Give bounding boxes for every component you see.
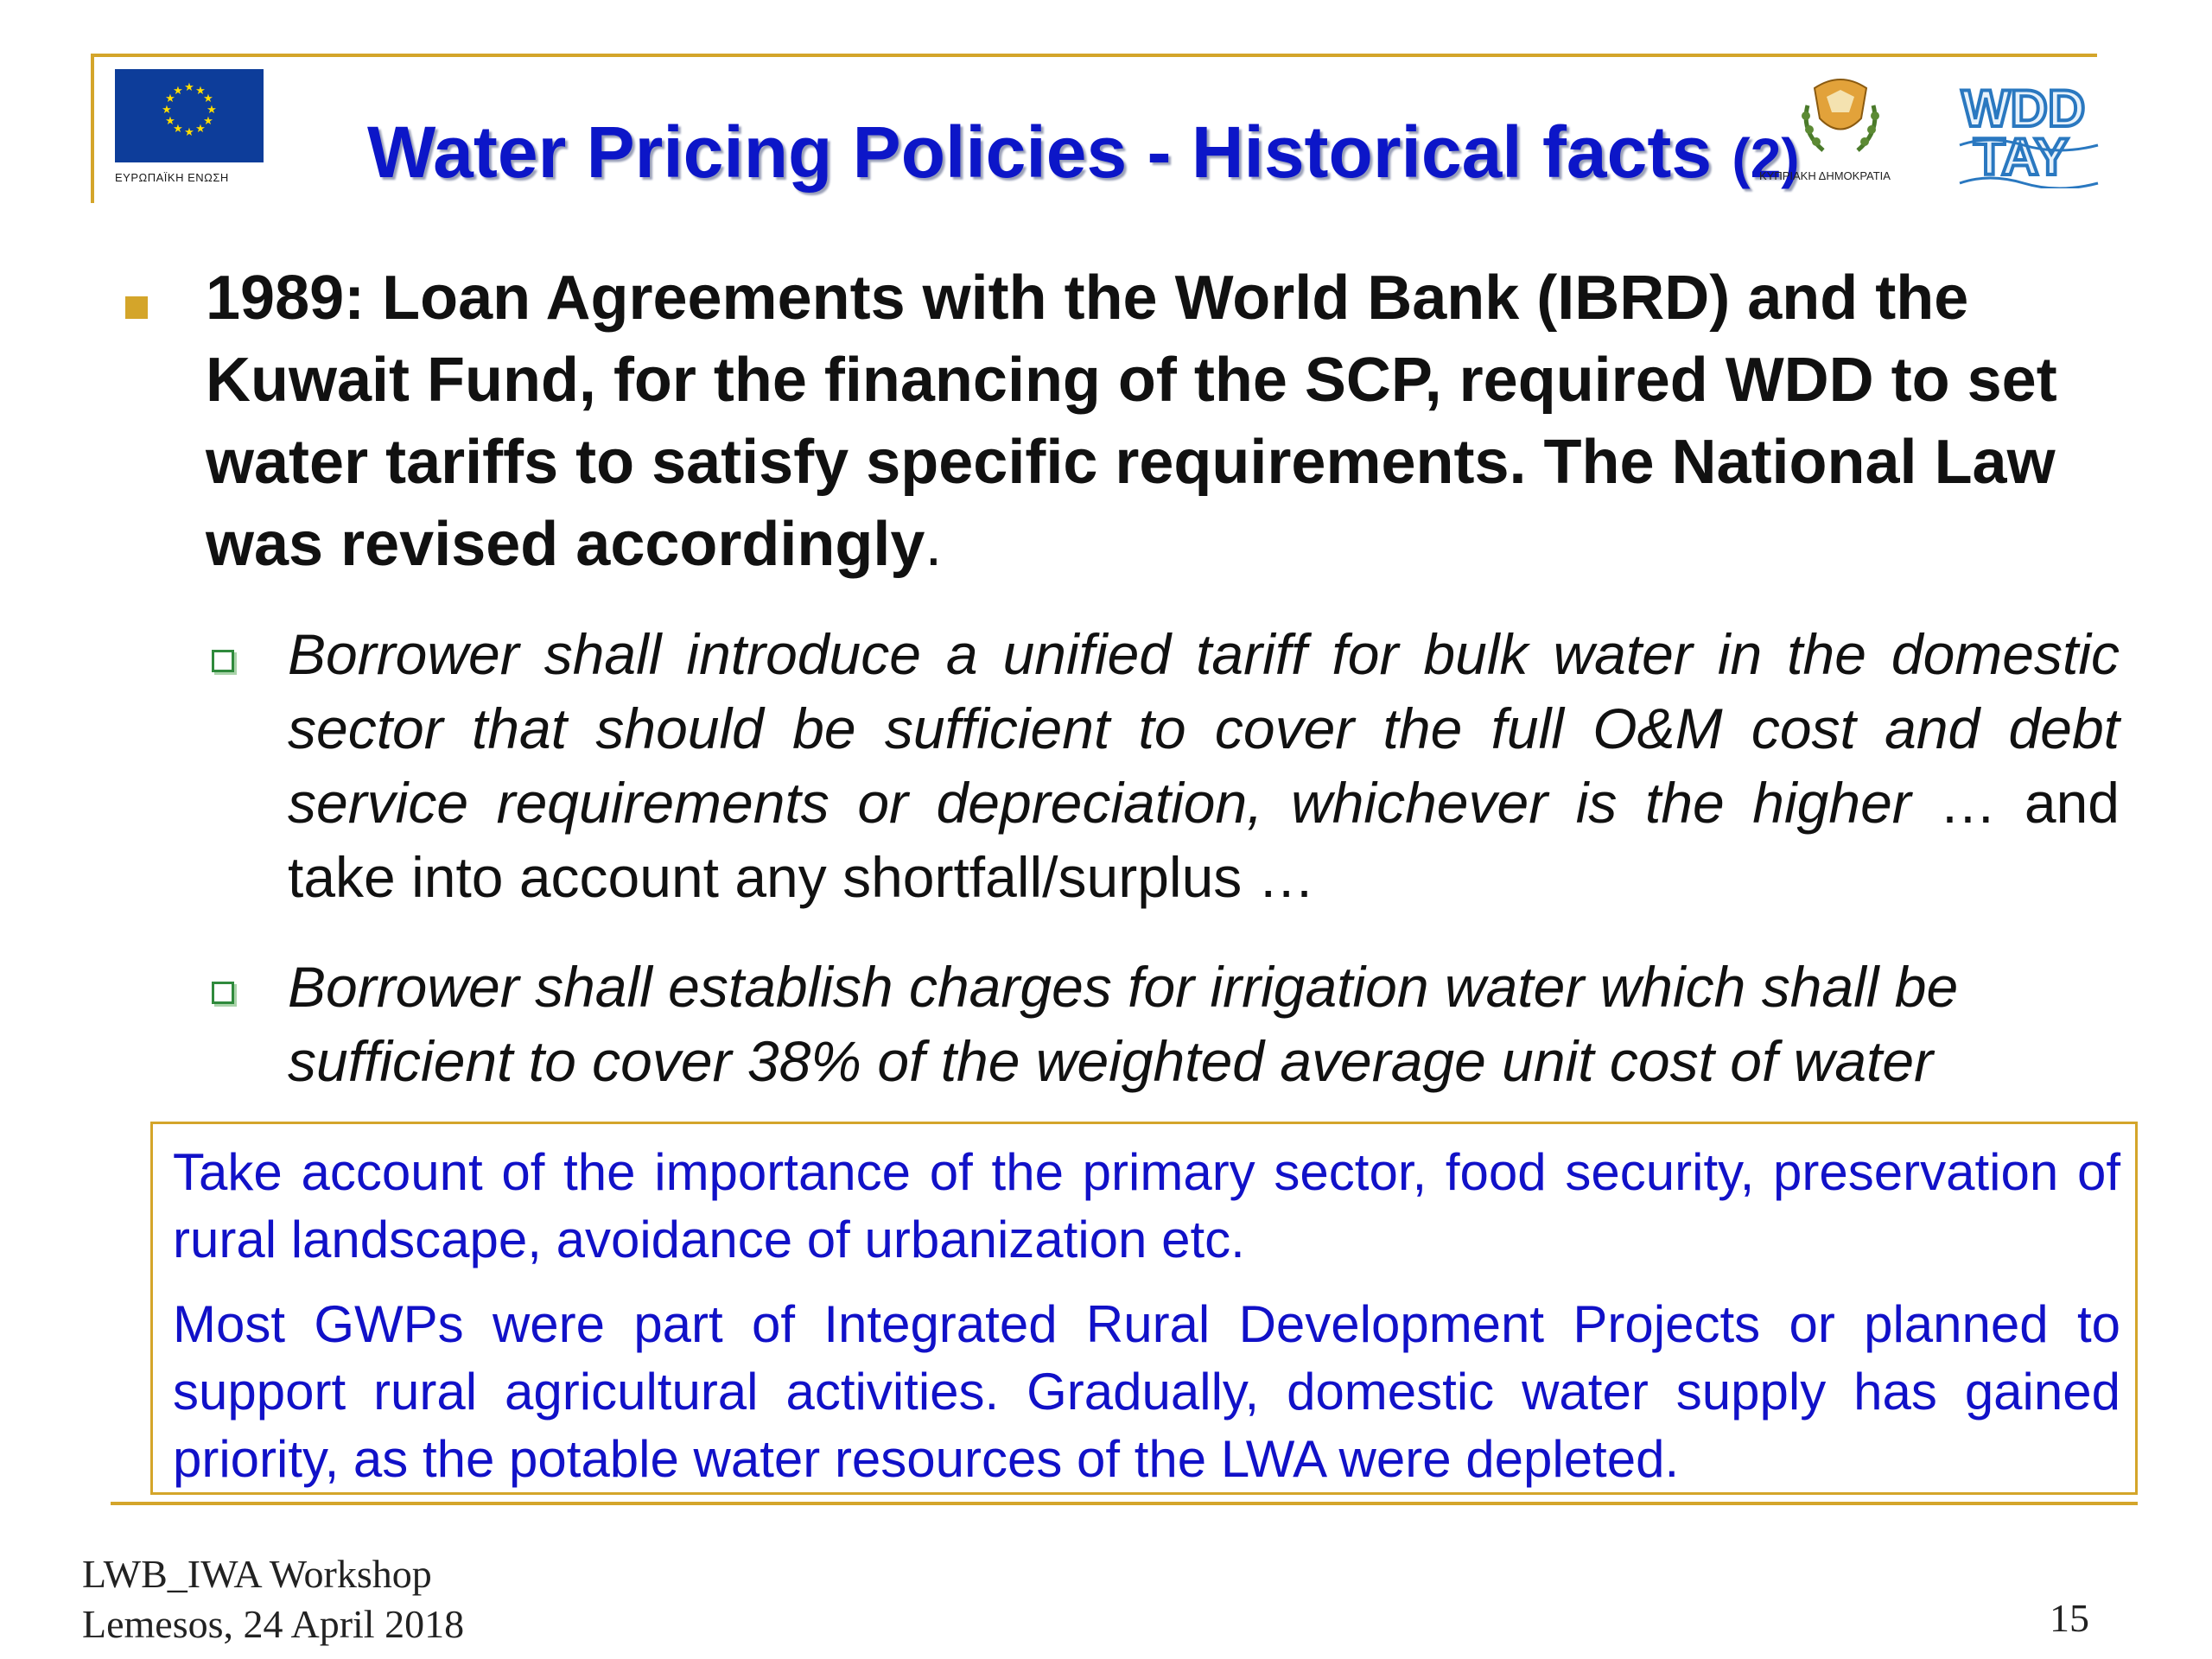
svg-text:★: ★ <box>165 115 175 128</box>
svg-text:★: ★ <box>203 115 213 128</box>
eu-caption: ΕΥΡΩΠΑΪΚΗ ΕΝΩΣΗ <box>115 171 229 184</box>
box-paragraph-1: Take account of the importance of the pr… <box>173 1143 2120 1268</box>
sub-bullet-1-italic: Borrower shall introduce a unified tarif… <box>288 622 2120 835</box>
main-bullet-period: . <box>925 510 943 579</box>
page-number: 15 <box>2050 1596 2089 1640</box>
footer-workshop: LWB_IWA Workshop <box>82 1552 432 1596</box>
svg-text:★: ★ <box>203 92 213 105</box>
main-bullet-text: 1989: Loan Agreements with the World Ban… <box>206 257 2081 586</box>
svg-text:★: ★ <box>195 123 206 136</box>
wdd-logo-icon: WDD ΤΑΥ <box>1955 78 2103 190</box>
sub-bullet-1-regular: … and take into account any shortfall/su… <box>288 771 2120 909</box>
title-main: Water Pricing Policies - Historical fact… <box>367 111 1732 193</box>
svg-text:★: ★ <box>173 123 183 136</box>
footer-rule <box>111 1502 2138 1505</box>
svg-text:★: ★ <box>162 104 172 117</box>
cyprus-caption: ΚΥΠΡΙΑΚΗ ΔΗΜΟΚΡΑΤΙΑ <box>1759 169 1891 182</box>
checkbox-bullet-icon <box>212 982 234 1004</box>
main-bullet-body: 1989: Loan Agreements with the World Ban… <box>206 264 2057 579</box>
square-bullet-icon <box>125 296 148 319</box>
svg-text:★: ★ <box>184 126 194 139</box>
sub-bullet-1: Borrower shall introduce a unified tarif… <box>288 617 2120 914</box>
header-top-rule <box>91 54 2097 57</box>
wdd-text: WDD <box>1961 79 2085 137</box>
svg-text:★: ★ <box>207 104 217 117</box>
highlight-box <box>150 1122 2138 1495</box>
page-title: Water Pricing Policies - Historical fact… <box>367 111 1800 194</box>
svg-text:★: ★ <box>165 92 175 105</box>
sub-bullet-2: Borrower shall establish charges for irr… <box>288 955 1959 1093</box>
footer-date: Lemesos, 24 April 2018 <box>82 1602 465 1646</box>
svg-text:★: ★ <box>184 81 194 94</box>
title-number: (2) <box>1732 127 1800 189</box>
eu-flag-icon: ★ ★ ★ ★ ★ ★ ★ ★ ★ ★ ★ ★ <box>115 69 264 162</box>
checkbox-bullet-icon <box>212 650 234 672</box>
box-paragraph-2: Most GWPs were part of Integrated Rural … <box>173 1295 2120 1488</box>
svg-text:★: ★ <box>173 85 183 98</box>
svg-text:★: ★ <box>195 85 206 98</box>
header-left-rule <box>91 54 94 203</box>
cyprus-emblem-icon <box>1789 71 1892 166</box>
